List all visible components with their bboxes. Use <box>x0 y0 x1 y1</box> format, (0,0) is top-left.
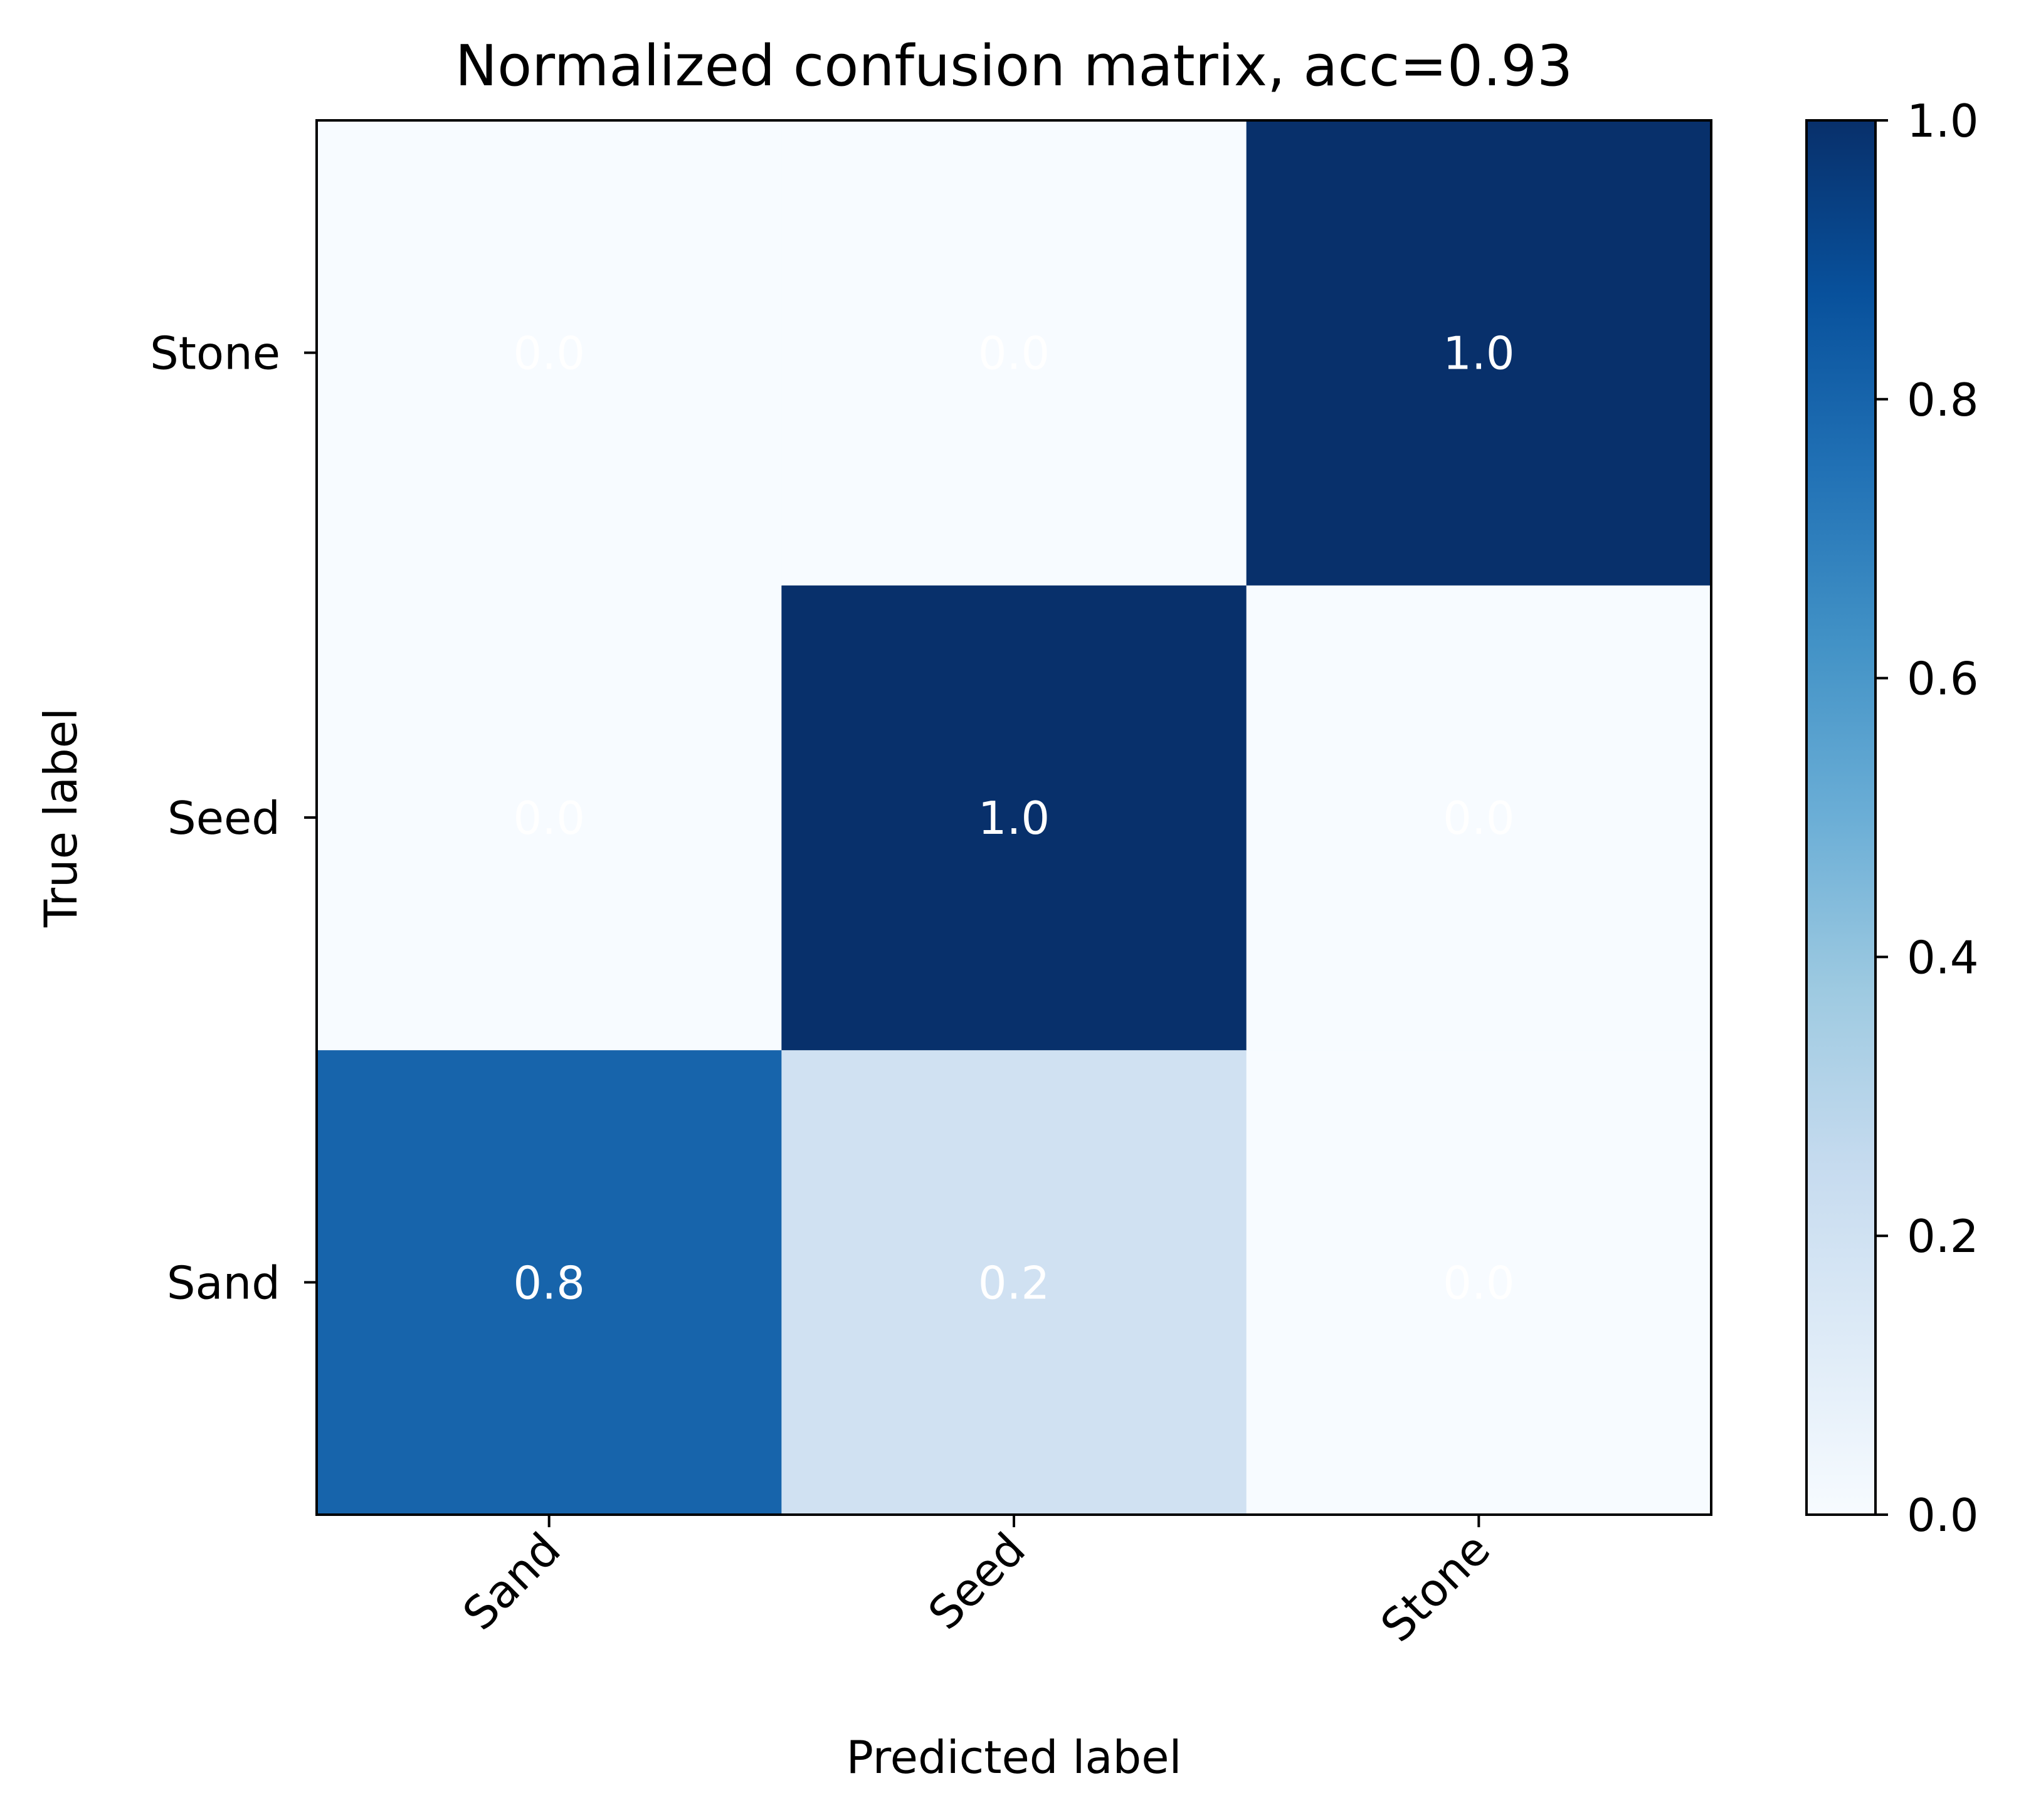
matrix-cell-stone-sand <box>317 120 782 586</box>
matrix-cell-labels: 0.8 0.2 0.0 0.0 1.0 0.0 0.0 0.0 1.0 <box>513 327 1514 1310</box>
colorbar-tick-label: 0.2 <box>1907 1210 1979 1263</box>
cell-value-label: 0.2 <box>978 1256 1050 1309</box>
x-axis-ticks: Sand Seed Stone <box>453 1515 1500 1652</box>
x-axis-label: Predicted label <box>846 1731 1181 1784</box>
cell-value-label: 0.0 <box>1443 792 1515 844</box>
cell-value-label: 0.0 <box>513 327 585 380</box>
matrix-cell-seed-stone <box>1246 585 1712 1051</box>
x-tick-label: Sand <box>453 1523 571 1641</box>
matrix-cell-sand-seed <box>781 1049 1247 1515</box>
colorbar-tick-label: 0.0 <box>1907 1489 1979 1542</box>
matrix-cell-seed-seed <box>781 585 1247 1051</box>
cell-value-label: 0.0 <box>1443 1256 1515 1309</box>
colorbar-tick-label: 1.0 <box>1907 95 1979 147</box>
matrix-cell-sand-stone <box>1246 1049 1712 1515</box>
matrix-cell-stone-seed <box>781 120 1247 586</box>
cell-value-label: 1.0 <box>978 792 1050 844</box>
x-tick-label: Stone <box>1371 1523 1500 1652</box>
colorbar-ticks: 0.0 0.2 0.4 0.6 0.8 1.0 <box>1875 95 1979 1542</box>
chart-title: Normalized confusion matrix, acc=0.93 <box>455 33 1573 99</box>
y-axis-label: True label <box>34 708 87 928</box>
cell-value-label: 0.8 <box>513 1256 585 1309</box>
x-tick-label: Seed <box>918 1523 1035 1640</box>
colorbar-tick-label: 0.8 <box>1907 374 1979 426</box>
matrix-cell-stone-stone <box>1246 120 1712 586</box>
matrix-cell-sand-sand <box>317 1049 782 1515</box>
cell-value-label: 0.0 <box>513 792 585 844</box>
matrix-cell-seed-sand <box>317 585 782 1051</box>
y-tick-label: Seed <box>167 792 280 844</box>
colorbar-tick-label: 0.6 <box>1907 653 1979 705</box>
y-axis-ticks: Sand Seed Stone <box>150 327 317 1309</box>
colorbar <box>1805 119 1877 1516</box>
y-tick-label: Sand <box>167 1256 280 1309</box>
matrix-cells <box>317 120 1712 1515</box>
cell-value-label: 0.0 <box>978 327 1050 380</box>
y-tick-label: Stone <box>150 327 280 380</box>
colorbar-tick-label: 0.4 <box>1907 931 1979 984</box>
cell-value-label: 1.0 <box>1443 327 1515 380</box>
